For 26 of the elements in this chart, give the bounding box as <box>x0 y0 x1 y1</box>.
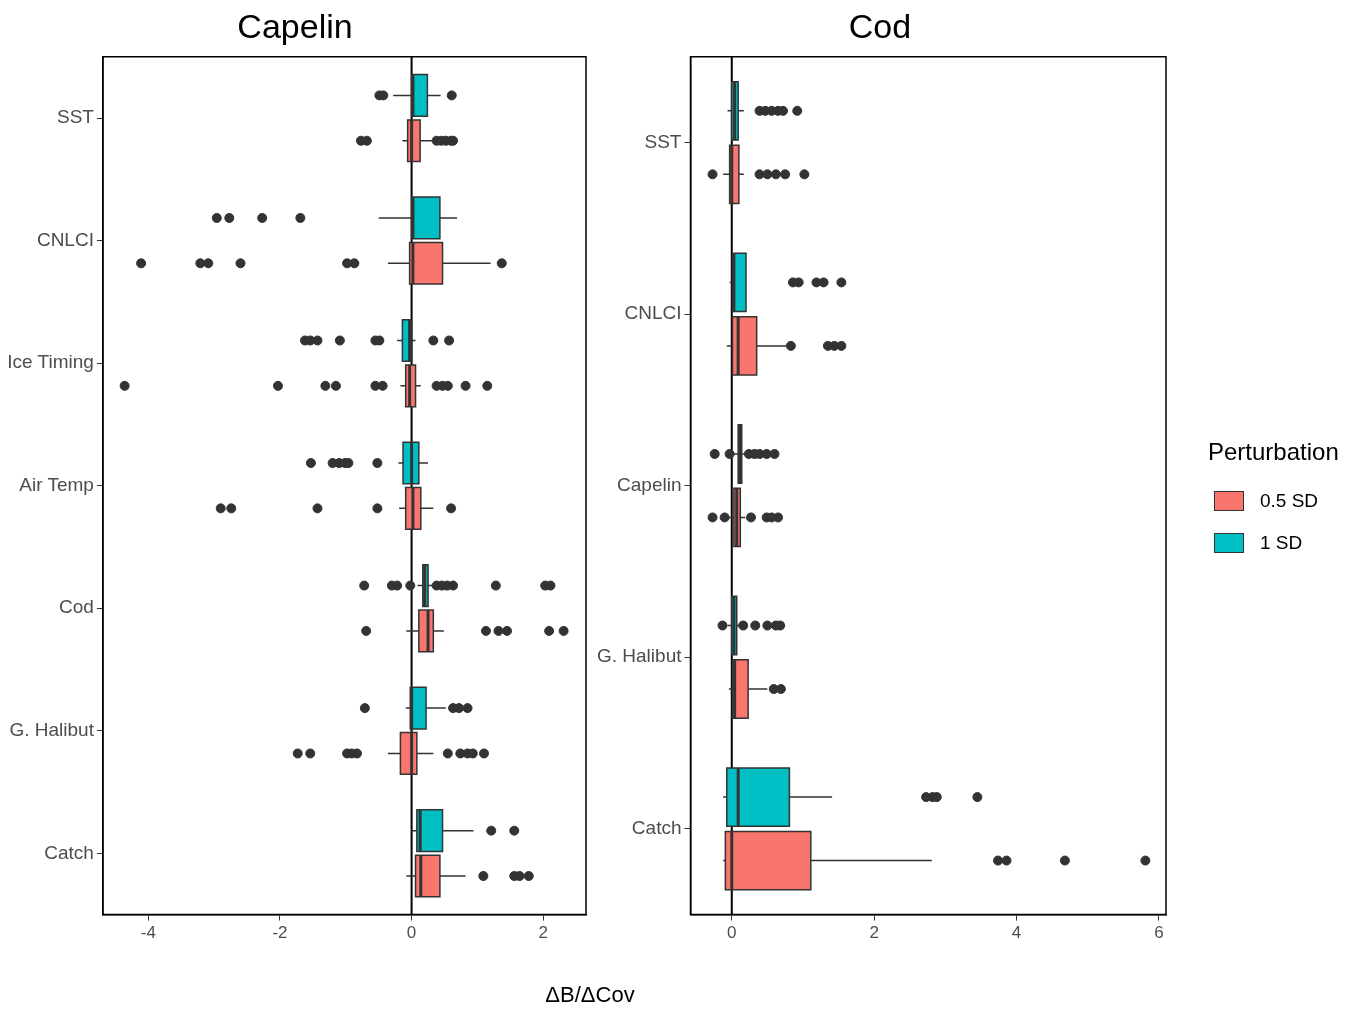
x-tick-label: -2 <box>272 923 288 943</box>
y-tick-label: Capelin <box>617 473 682 495</box>
x-tick-label: 2 <box>538 923 548 943</box>
y-tick-label: G. Halibut <box>597 645 683 667</box>
x-tick-label: 6 <box>1154 923 1164 943</box>
legend-title: Perturbation <box>1208 438 1339 466</box>
y-tick-label: Ice Timing <box>7 351 94 373</box>
x-tick-label: 2 <box>869 923 879 943</box>
x-tick-label: -4 <box>140 923 156 943</box>
chart-title: Capelin <box>237 6 353 45</box>
y-tick-label: SST <box>644 130 682 152</box>
y-tick-label: Cod <box>59 596 94 618</box>
y-tick-label: G. Halibut <box>9 719 95 741</box>
x-tick-label: 0 <box>727 923 737 943</box>
legend-label: 1 SD <box>1260 532 1303 554</box>
y-tick-label: CNLCI <box>36 228 94 250</box>
y-tick-label: Catch <box>631 817 682 839</box>
y-tick-label: SST <box>56 106 95 128</box>
x-tick-label: 0 <box>406 923 417 943</box>
y-tick-label: Catch <box>44 841 94 863</box>
legend-label: 0.5 SD <box>1260 490 1319 512</box>
y-tick-label: CNLCI <box>624 302 682 324</box>
chart-title: Cod <box>848 6 912 45</box>
x-tick-label: 4 <box>1011 923 1022 943</box>
x-axis-title: ΔB/ΔCov <box>544 982 636 1008</box>
y-tick-label: Air Temp <box>19 473 94 495</box>
